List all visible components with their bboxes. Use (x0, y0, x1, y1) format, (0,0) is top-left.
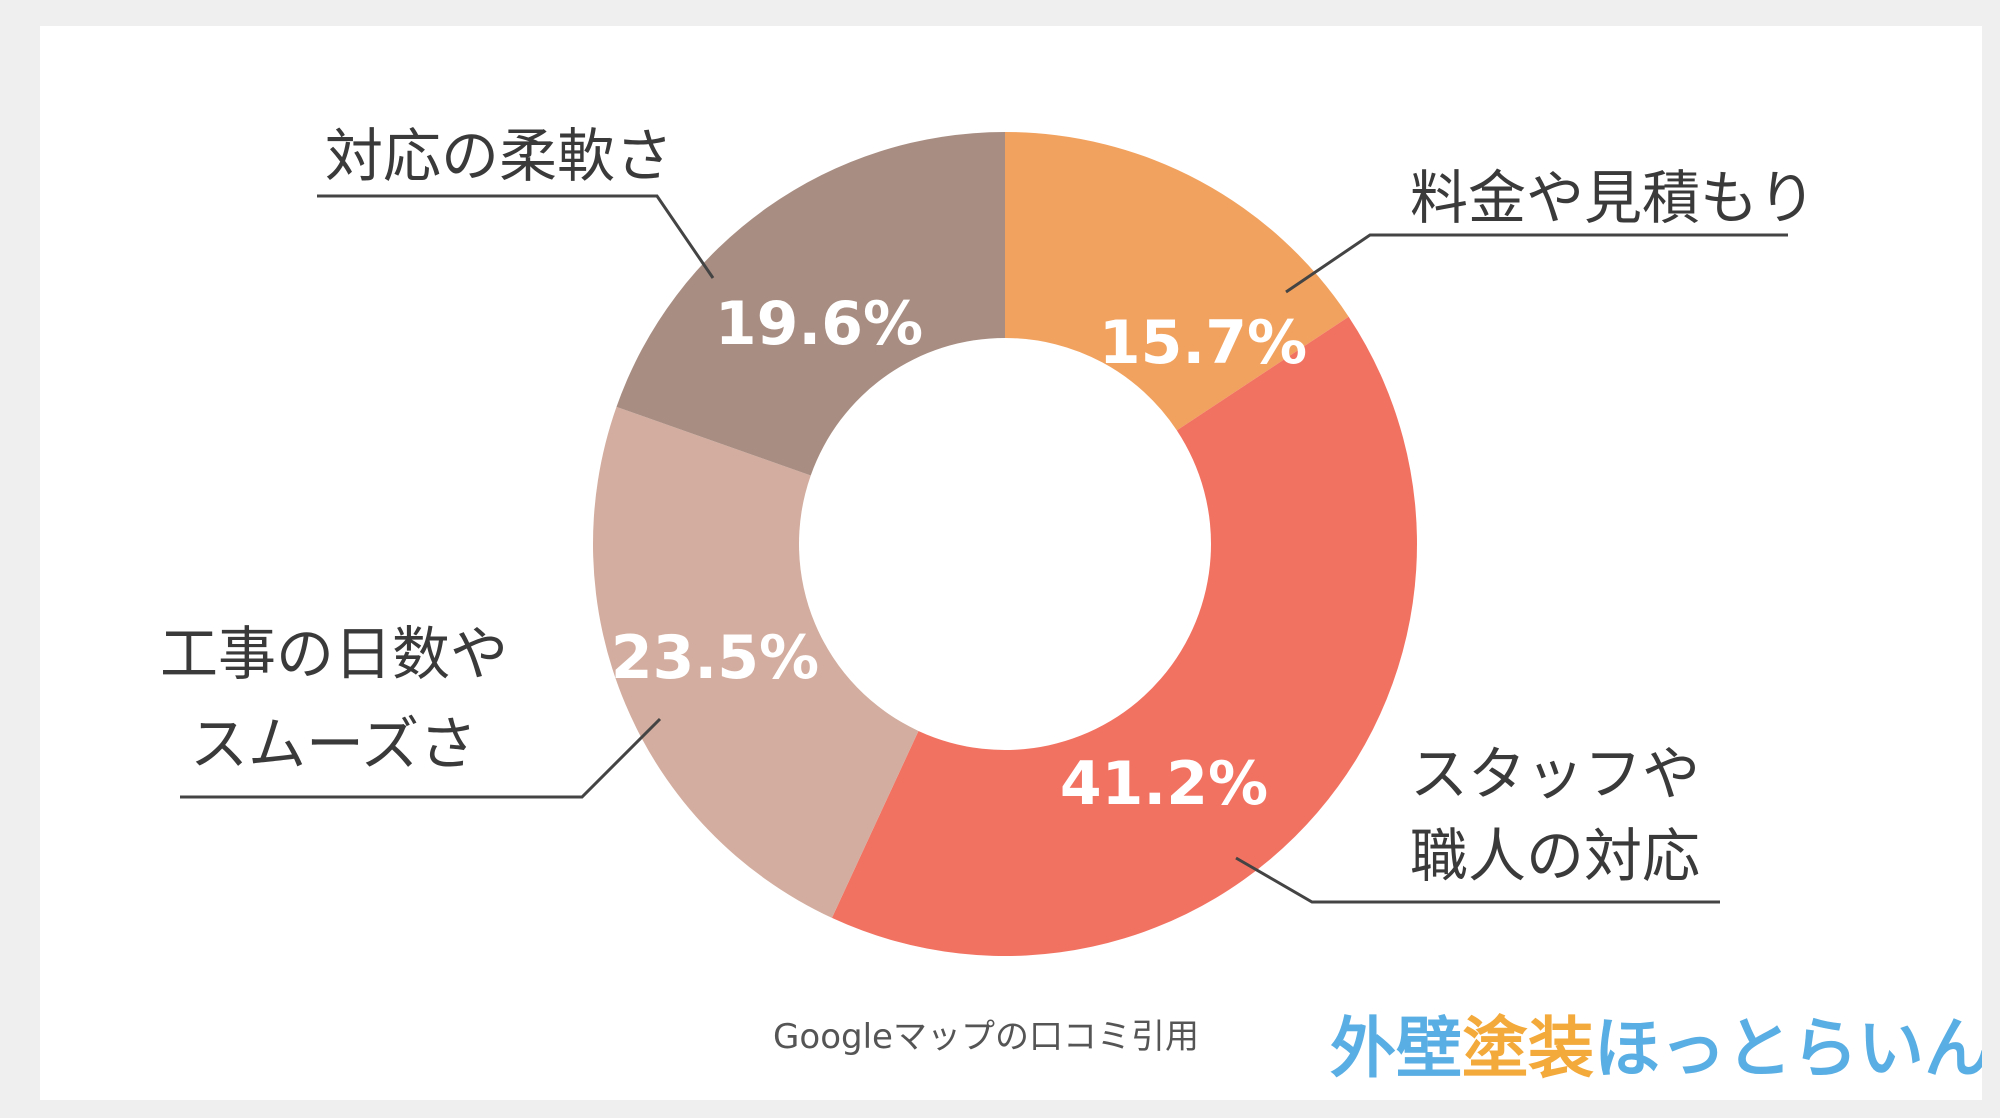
logo-wordmark: 外壁塗装ほっとらいん (1330, 1010, 1982, 1087)
category-label-flexibility: 対応の柔軟さ (325, 122, 673, 190)
logo-part-3: ほっとらいん (1594, 1010, 1982, 1087)
donut-slices (593, 132, 1417, 956)
leader-line-flexibility (317, 194, 715, 279)
leader-line-price (1285, 233, 1788, 294)
value-label-flexibility: 19.6% (715, 289, 923, 359)
value-label-staff: 41.2% (1060, 749, 1268, 819)
slice-flexibility (616, 132, 1005, 476)
leader-line-staff (1235, 856, 1720, 904)
chart-card: 15.7% 41.2% 23.5% 19.6% 料金や見積もり スタッフや 職人… (40, 26, 1982, 1100)
slice-price (1005, 132, 1349, 431)
logo-part-2: 塗装 (1462, 1010, 1594, 1087)
donut-chart: 15.7% 41.2% 23.5% 19.6% 料金や見積もり スタッフや 職人… (160, 122, 1982, 1087)
logo-part-1: 外壁 (1330, 1010, 1462, 1087)
slice-schedule (593, 406, 919, 918)
leader-lines (180, 194, 1788, 904)
value-label-schedule: 23.5% (611, 623, 819, 693)
category-label-schedule-line1: 工事の日数や (160, 620, 508, 688)
slice-staff (831, 316, 1417, 956)
source-note: Googleマップの口コミ引用 (773, 1017, 1199, 1057)
value-label-price: 15.7% (1099, 308, 1307, 378)
category-label-staff-line1: スタッフや (1410, 740, 1700, 808)
leader-line-schedule (180, 717, 662, 799)
category-label-schedule-line2: スムーズさ (190, 710, 477, 778)
category-label-price: 料金や見積もり (1410, 164, 1816, 232)
brand-logo: 外壁塗装ほっとらいん (1330, 1010, 1982, 1087)
category-label-staff-line2: 職人の対応 (1410, 822, 1700, 890)
